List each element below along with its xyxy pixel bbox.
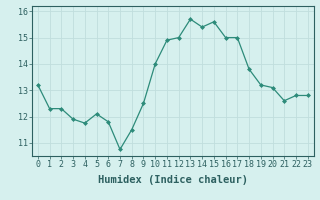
X-axis label: Humidex (Indice chaleur): Humidex (Indice chaleur): [98, 175, 248, 185]
